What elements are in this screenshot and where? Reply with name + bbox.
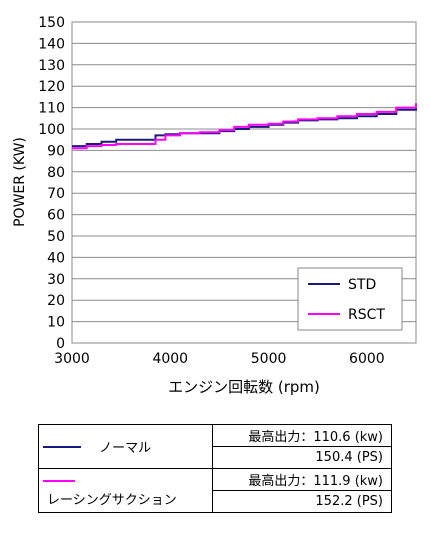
row-label-racing: レーシングサクション (38, 468, 213, 513)
x-tick-label: 4000 (152, 351, 188, 367)
max-power-table: ノーマル 最高出力：110.6 (kw) 150.4 (PS) レーシングサクシ… (38, 424, 392, 513)
power-chart: 0 10 20 30 40 50 60 70 80 90 100 110 120 130 140 150 30… (12, 15, 417, 396)
racing-label: レーシングサクション (47, 492, 177, 508)
x-tick-label: 5000 (251, 351, 287, 367)
table-row-normal: ノーマル 最高出力：110.6 (kw) (38, 424, 392, 469)
racing-max-power-ps: 152.2 (PS) (212, 490, 392, 513)
y-tick-label: 10 (47, 315, 65, 331)
normal-label: ノーマル (99, 441, 152, 456)
y-tick-label: 50 (47, 229, 65, 245)
y-tick-label: 0 (56, 336, 65, 352)
y-tick-label: 110 (38, 101, 65, 117)
table-row-racing-ps: 152.2 (PS) (39, 490, 392, 513)
y-tick-label: 120 (38, 79, 65, 95)
table-row-racing: レーシングサクション 最高出力：111.9 (kw) (38, 468, 392, 513)
normal-max-power-ps: 150.4 (PS) (212, 446, 392, 469)
x-tick-label: 3000 (54, 351, 90, 367)
plot-area-border (71, 21, 417, 344)
legend: STD RSCT (297, 267, 403, 331)
x-axis-label: エンジン回転数 (rpm) (168, 378, 320, 396)
series-line-std (72, 105, 417, 148)
legend-box (297, 267, 403, 331)
y-tick-labels: 0 10 20 30 40 50 60 70 80 90 100 110 120 130 140 150 (38, 15, 65, 352)
y-tick-label: 100 (38, 122, 65, 138)
y-tick-label: 150 (38, 15, 65, 31)
x-tick-labels: 3000 4000 5000 6000 (54, 351, 384, 367)
y-tick-label: 130 (38, 58, 65, 74)
gridlines (72, 21, 416, 344)
y-tick-label: 20 (47, 293, 65, 309)
normal-max-power-kw: 最高出力：110.6 (kw) (212, 424, 392, 447)
series-line-rsct (72, 103, 417, 150)
legend-label-std: STD (348, 277, 376, 293)
y-tick-label: 70 (47, 186, 65, 202)
legend-label-rsct: RSCT (348, 307, 385, 323)
y-tick-label: 80 (47, 165, 65, 181)
y-tick-label: 90 (47, 143, 65, 159)
racing-line-swatch (43, 480, 75, 482)
y-tick-label: 140 (38, 36, 65, 52)
y-axis-label: POWER (KW) (12, 137, 28, 227)
row-label-normal: ノーマル (38, 424, 213, 469)
series-lines (72, 103, 417, 150)
normal-line-swatch (43, 445, 81, 448)
y-tick-label: 40 (47, 250, 65, 266)
y-tick-label: 30 (47, 272, 65, 288)
racing-max-power-kw: 最高出力：111.9 (kw) (212, 468, 392, 491)
y-tick-label: 60 (47, 208, 65, 224)
x-tick-label: 6000 (349, 351, 385, 367)
